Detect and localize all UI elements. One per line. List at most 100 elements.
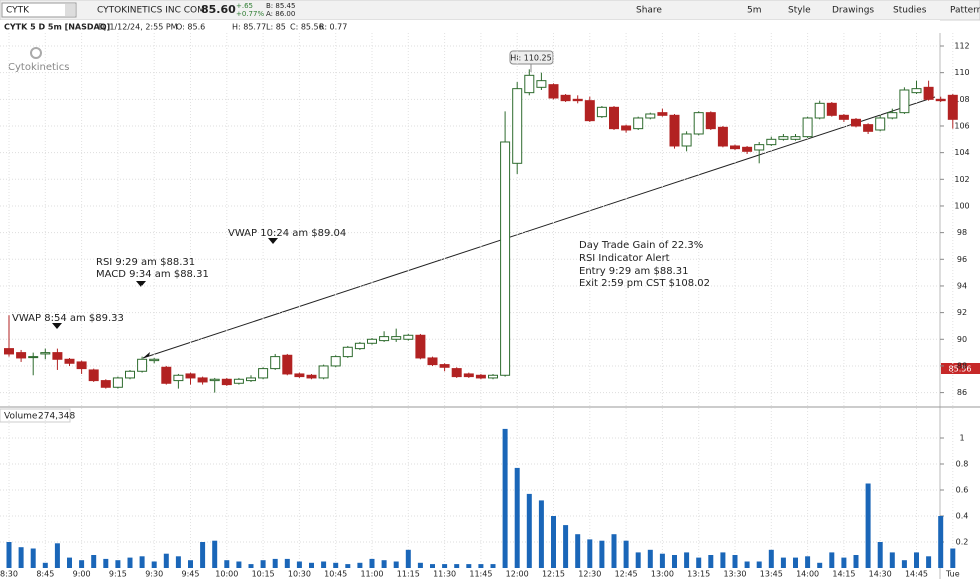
volume-bar [224, 560, 230, 568]
candle-body [584, 100, 595, 122]
volume-bar [67, 557, 72, 568]
volume-bar [672, 555, 677, 568]
toolbar-button[interactable]: Share [636, 6, 662, 16]
volume-bar [466, 564, 472, 568]
ask: A: 86.00 [266, 10, 295, 18]
candle-body [40, 352, 51, 355]
toolbar-button[interactable]: Studies [893, 6, 927, 16]
volume-bar [79, 560, 85, 568]
candle-body [754, 144, 765, 151]
dropdown-button[interactable] [65, 4, 75, 16]
x-tick-label: 11:15 [397, 570, 420, 579]
info-item: L: 85 [266, 23, 286, 32]
candle-body [451, 368, 462, 378]
annotation: Entry 9:29 am $88.31 [579, 266, 688, 277]
volume-bar [611, 534, 617, 568]
volume-bar [115, 560, 121, 568]
volume-bar [563, 525, 569, 568]
candle-body [28, 356, 39, 359]
candle-body [705, 112, 716, 130]
candle-body [125, 370, 135, 379]
volume-bar [635, 552, 641, 568]
volume-bar [18, 547, 24, 568]
candle-body [100, 380, 111, 388]
candle-body [730, 145, 740, 150]
candle-body [766, 138, 777, 146]
x-tick-label: 8:30 [0, 570, 18, 579]
candle-body [475, 374, 486, 379]
company: CYTOKINETICS INC COM [97, 6, 205, 16]
volume-bar [732, 555, 738, 568]
volume-bar [551, 516, 556, 568]
volume-bar [841, 557, 847, 568]
annotation: RSI Indicator Alert [579, 253, 670, 264]
y-tick-label: 104 [954, 148, 969, 157]
x-tick-label: 11:30 [433, 570, 456, 579]
y-tick-label: 0.8 [956, 460, 969, 469]
x-tick-label: 14:15 [832, 570, 855, 579]
volume-bar [42, 562, 48, 568]
candle-body [306, 374, 317, 379]
candle-body [64, 358, 75, 364]
volume-bar [599, 540, 605, 568]
candle-body [693, 112, 704, 135]
volume-title: Volume [4, 412, 38, 422]
high-label: Hi: 110.25 [510, 54, 551, 63]
toolbar-button[interactable]: Style [788, 6, 811, 16]
volume-bar [321, 561, 327, 568]
candle-body [258, 368, 269, 379]
volume-bar [526, 493, 532, 568]
volume-bar [188, 560, 193, 568]
candle-body [512, 88, 523, 164]
candle-body [415, 334, 426, 359]
volume-bar [744, 561, 750, 568]
candle-body [439, 364, 450, 368]
volume-bar [430, 564, 435, 568]
volume-bar [938, 516, 944, 568]
x-tick-label: 9:45 [182, 570, 200, 579]
toolbar-button[interactable]: 5m [747, 6, 762, 16]
volume-bar [647, 549, 653, 568]
candle-body [137, 358, 148, 372]
candle-body [681, 133, 692, 147]
candle-body [875, 117, 886, 131]
volume-bar [950, 548, 956, 568]
volume-bar [889, 552, 895, 568]
volume-bar [829, 552, 835, 568]
volume-bar [696, 557, 702, 568]
annotation: Exit 2:59 pm CST $108.02 [579, 278, 710, 289]
volume-bar [768, 549, 774, 568]
info-item: H: 85.77 [232, 23, 266, 32]
candle-body [185, 373, 196, 379]
toolbar-button[interactable]: Patterns [950, 6, 980, 16]
x-tick-label: 9:15 [109, 570, 127, 579]
y-tick-label: 96 [957, 255, 967, 264]
volume-bar [405, 549, 411, 568]
volume-bar [30, 548, 36, 568]
symbol: CYTK [6, 6, 30, 16]
y-tick-label: 112 [954, 41, 969, 50]
x-tick-label: 9:30 [145, 570, 163, 579]
y-tick-label: 108 [954, 95, 969, 104]
volume-bar [684, 552, 690, 568]
candle-body [947, 94, 958, 120]
volume-bar [756, 561, 762, 568]
candle-body [838, 114, 849, 120]
candle-body [742, 146, 753, 152]
candle-body [88, 369, 99, 382]
volume-bar [91, 555, 97, 568]
x-tick-label: 12:00 [506, 570, 529, 579]
volume-bar [514, 467, 520, 568]
candle-body [524, 74, 535, 94]
annotation: VWAP 10:24 am $89.04 [228, 228, 346, 239]
x-tick-label: 14:00 [796, 570, 819, 579]
symbol-box[interactable] [1, 2, 77, 18]
volume-bar [54, 543, 60, 568]
volume-bar [284, 558, 290, 568]
volume-bar [139, 556, 145, 568]
info-item: R: 0.77 [319, 23, 347, 32]
toolbar-button[interactable]: Drawings [832, 6, 874, 16]
candle-body [633, 117, 644, 130]
candle-body [488, 374, 498, 379]
